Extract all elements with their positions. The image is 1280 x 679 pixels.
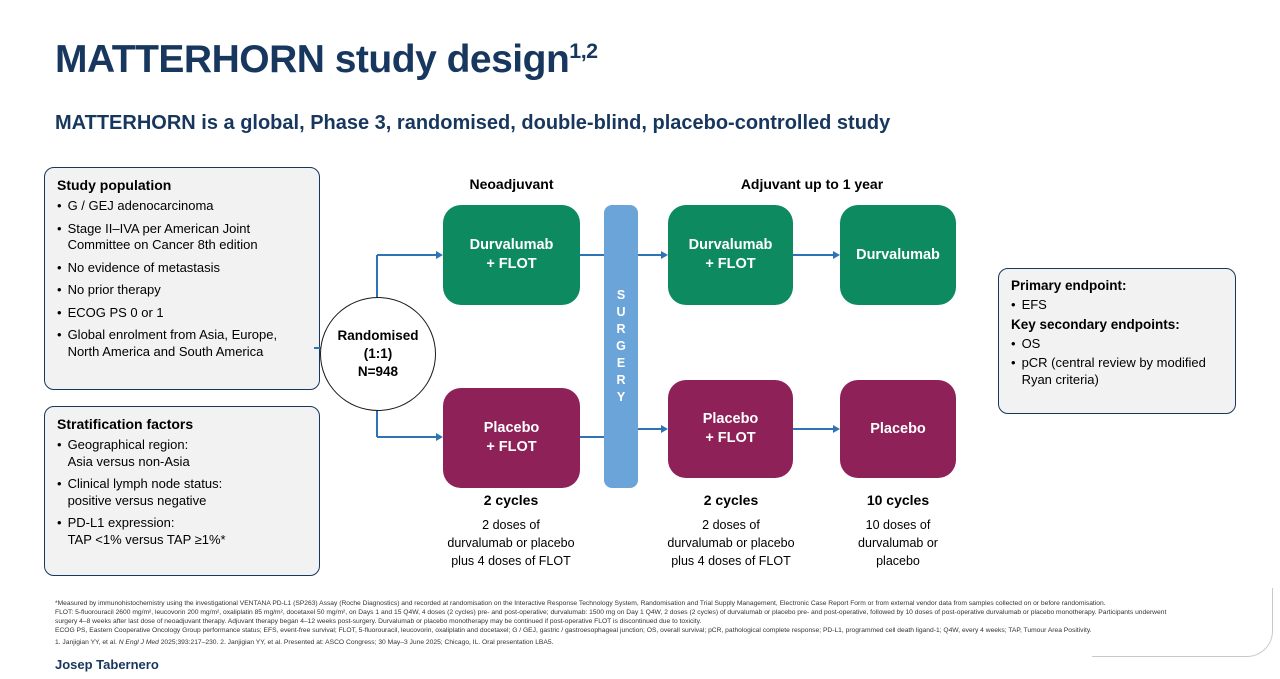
- neoadjuvant-phase-label: Neoadjuvant: [469, 176, 554, 192]
- footnote-line: surgery 4–8 weeks after last dose of neo…: [55, 618, 702, 625]
- cycle-count: 2 cycles: [703, 492, 759, 508]
- cycle-annotation: 10 cycles 10 doses of durvalumab or plac…: [808, 492, 988, 570]
- presenter-name: Josep Tabernero: [55, 657, 159, 672]
- footnote-line: *Measured by immunohistochemistry using …: [55, 600, 1106, 607]
- adjuvant-placebo-flot-box: Placebo + FLOT: [668, 380, 793, 478]
- bullet-item: pCR (central review by modified Ryan cri…: [1011, 355, 1225, 388]
- neoadjuvant-placebo-flot-box: Placebo + FLOT: [443, 388, 580, 488]
- surgery-bar: S U R G E R Y: [604, 205, 638, 488]
- neoadjuvant-durvalumab-flot-box: Durvalumab + FLOT: [443, 205, 580, 305]
- cycle-description: 10 doses of durvalumab or placebo: [858, 518, 938, 568]
- connector-branch-up: [376, 255, 378, 299]
- bullet-item: No prior therapy: [57, 282, 309, 299]
- footnote-line: ECOG PS, Eastern Cooperative Oncology Gr…: [55, 627, 1092, 634]
- bullet-item: G / GEJ adenocarcinoma: [57, 198, 309, 215]
- primary-endpoint-label: Primary endpoint:: [1011, 278, 1127, 293]
- cycle-description: 2 doses of durvalumab or placebo plus 4 …: [447, 518, 575, 568]
- study-population-title: Study population: [57, 177, 172, 193]
- page-title: MATTERHORN study design1,2: [55, 38, 598, 82]
- arrow-to-placebo-monotherapy: [793, 425, 840, 433]
- bullet-item: Stage II–IVA per American Joint Committe…: [57, 221, 309, 254]
- bullet-item: Clinical lymph node status: positive ver…: [57, 476, 309, 509]
- cycle-annotation: 2 cycles 2 doses of durvalumab or placeb…: [421, 492, 601, 570]
- arrow-to-neoadjuvant-durvalumab: [377, 251, 443, 259]
- connector-durvalumab-to-surgery: [580, 254, 604, 256]
- adjuvant-durvalumab-flot-box: Durvalumab + FLOT: [668, 205, 793, 305]
- arrow-surgery-to-adjuvant-durvalumab: [638, 251, 668, 259]
- cycle-count: 10 cycles: [866, 492, 930, 508]
- page-title-superscript: 1,2: [569, 39, 598, 63]
- study-population-panel: Study population G / GEJ adenocarcinoma …: [44, 167, 320, 390]
- page-title-text: MATTERHORN study design: [55, 38, 570, 81]
- connector-placebo-to-surgery: [580, 436, 604, 438]
- bullet-item: PD-L1 expression: TAP <1% versus TAP ≥1%…: [57, 515, 309, 548]
- footnote-references: 1. Janjigian YY, et al. N Engl J Med 202…: [55, 638, 1220, 647]
- page-subtitle: MATTERHORN is a global, Phase 3, randomi…: [55, 112, 891, 134]
- reference-text: 1. Janjigian YY, et al.: [55, 639, 119, 646]
- connector-population-to-randomised: [314, 347, 324, 349]
- arrow-to-neoadjuvant-placebo: [377, 433, 443, 441]
- footnotes: *Measured by immunohistochemistry using …: [55, 599, 1220, 647]
- bullet-item: No evidence of metastasis: [57, 260, 309, 277]
- stratification-panel: Stratification factors Geographical regi…: [44, 406, 320, 576]
- endpoints-panel: Primary endpoint: EFS Key secondary endp…: [998, 268, 1236, 414]
- slide-frame-corner: [1092, 588, 1273, 657]
- randomisation-node: Randomised (1:1) N=948: [320, 297, 436, 411]
- cycle-count: 2 cycles: [483, 492, 539, 508]
- durvalumab-monotherapy-box: Durvalumab: [840, 205, 956, 305]
- arrow-to-durvalumab-monotherapy: [793, 251, 840, 259]
- bullet-item: ECOG PS 0 or 1: [57, 305, 309, 322]
- footnote-line: FLOT: 5-fluorouracil 2600 mg/m², leucovo…: [55, 609, 1167, 616]
- cycle-description: 2 doses of durvalumab or placebo plus 4 …: [667, 518, 795, 568]
- bullet-item: Geographical region: Asia versus non-Asi…: [57, 437, 309, 470]
- arrow-surgery-to-adjuvant-placebo: [638, 425, 668, 433]
- stratification-title: Stratification factors: [57, 416, 194, 432]
- placebo-monotherapy-box: Placebo: [840, 380, 956, 478]
- connector-branch-down: [376, 408, 378, 437]
- bullet-item: EFS: [1011, 297, 1225, 314]
- reference-journal: N Engl J Med: [118, 639, 159, 646]
- secondary-endpoints-label: Key secondary endpoints:: [1011, 316, 1180, 332]
- adjuvant-phase-label: Adjuvant up to 1 year: [740, 176, 884, 192]
- cycle-annotation: 2 cycles 2 doses of durvalumab or placeb…: [641, 492, 821, 570]
- bullet-item: OS: [1011, 336, 1225, 353]
- bullet-item: Global enrolment from Asia, Europe, Nort…: [57, 327, 309, 360]
- reference-text: 2025;393:217–230. 2. Janjigian YY, et al…: [158, 639, 554, 646]
